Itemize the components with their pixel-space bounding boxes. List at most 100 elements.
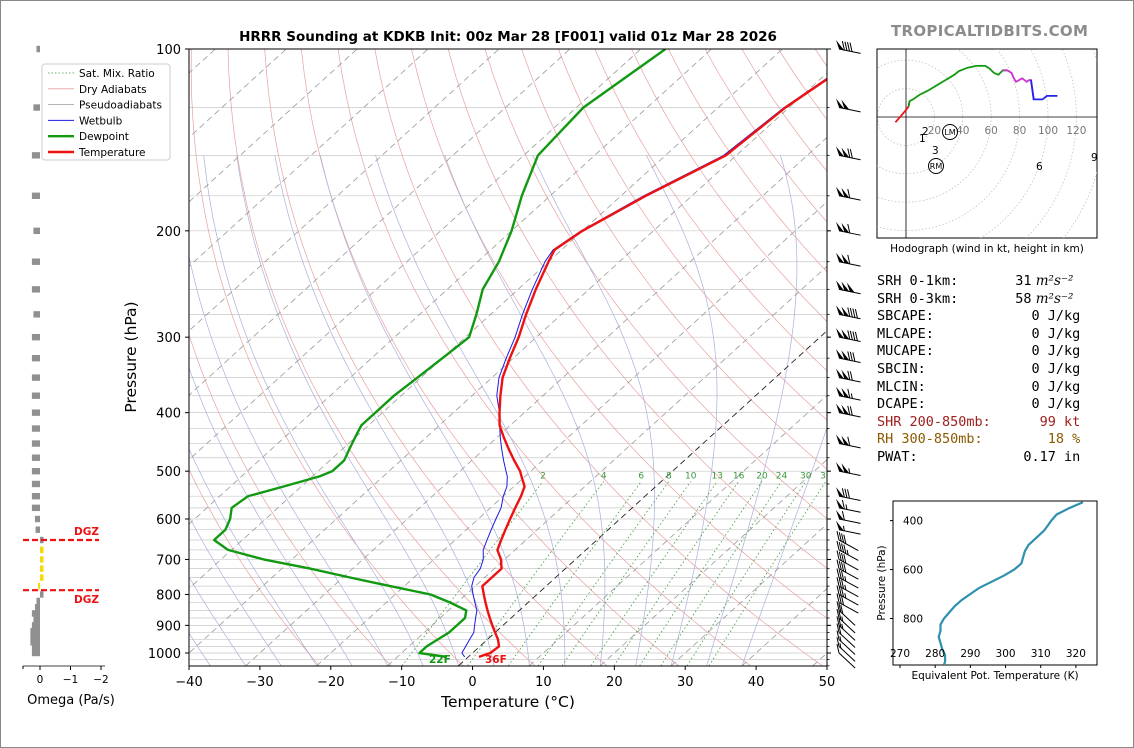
wind-barb-staff <box>838 585 859 598</box>
x-tick-label: 0 <box>468 675 476 690</box>
wind-barb <box>836 577 859 598</box>
wind-barb-full <box>836 601 840 611</box>
wind-barb-full <box>841 510 845 521</box>
omega-bar <box>33 616 40 623</box>
mixing-ratio-label: 4 <box>601 471 607 481</box>
index-label: RH 300-850mb: <box>877 431 983 448</box>
pseudoadiabat-line <box>189 447 317 666</box>
isotherm-line <box>189 49 358 203</box>
wind-barb-flag <box>836 252 844 263</box>
chart-title: HRRR Sounding at KDKB Init: 00z Mar 28 [… <box>239 29 777 45</box>
wind-barb-full <box>836 577 840 587</box>
wind-barb-full <box>847 188 851 199</box>
hodograph-height-label: 6 <box>1036 161 1043 173</box>
x-tick-label: −20 <box>317 675 344 690</box>
isotherm-line <box>529 394 827 666</box>
wind-barb <box>836 368 861 383</box>
wind-barb <box>836 98 861 113</box>
wind-barb-flag <box>836 462 844 473</box>
x-tick-label: −40 <box>175 675 202 690</box>
omega-bar <box>30 639 40 646</box>
mixing-ratio-line <box>590 481 718 666</box>
wind-barb-full <box>838 569 842 579</box>
index-row: SRH 0-3km: 58 m²s⁻² <box>877 291 1073 307</box>
wind-barb-full <box>838 618 842 628</box>
wind-barb-full <box>849 406 853 416</box>
wind-barb-half <box>844 576 847 582</box>
hodograph-frame <box>876 48 1098 239</box>
wind-barb-full <box>838 542 842 552</box>
wind-barb-full <box>847 388 851 399</box>
dgz-label: DGZ <box>74 594 99 606</box>
index-label: SRH 0-1km: <box>877 273 959 289</box>
legend-label: Wetbulb <box>79 115 123 127</box>
pseudoadiabat-line <box>706 155 798 666</box>
omega-bar <box>35 526 40 533</box>
wind-barb-full <box>846 489 850 499</box>
omega-x-tick-label: −2 <box>93 674 108 686</box>
dry-adiabat-line <box>521 49 827 470</box>
wind-barb-full <box>841 570 845 581</box>
mixing-ratio-label: 36 <box>820 471 832 481</box>
wind-barb <box>836 608 856 634</box>
wind-barb-half <box>839 636 842 642</box>
wind-barb-flag <box>836 386 844 397</box>
wind-barb-full <box>836 593 840 603</box>
wind-barb-full <box>849 148 853 159</box>
wind-barb-half <box>848 468 851 474</box>
isotherm-line <box>189 49 712 525</box>
wind-barb-staff <box>838 645 856 662</box>
mixing-ratio-label: 24 <box>776 471 788 481</box>
omega-bar <box>31 354 40 362</box>
y-tick-label: 100 <box>156 43 181 58</box>
theta-e-plot <box>937 501 1084 665</box>
index-label: SBCIN: <box>877 361 926 377</box>
index-label: SRH 0-3km: <box>877 290 959 307</box>
hodograph-ring-label: 20 <box>928 125 941 137</box>
pseudoadiabat-line <box>189 366 353 666</box>
wind-barb <box>836 328 861 343</box>
pseudoadiabat-line <box>274 155 495 666</box>
wind-barb-flag <box>836 40 844 50</box>
wind-barb-flag <box>841 281 850 292</box>
wind-barb <box>836 487 861 502</box>
wind-barb-full <box>847 436 851 446</box>
wind-barb <box>836 630 856 655</box>
wind-barb-staff <box>838 624 856 641</box>
mixing-ratio-line <box>401 481 544 666</box>
omega-bar <box>40 574 44 581</box>
wind-barb-staff <box>838 495 861 502</box>
wind-barb-flag <box>836 349 844 360</box>
dewpoint-line <box>212 49 667 659</box>
wind-barb-full <box>847 405 851 415</box>
wind-barb <box>836 637 856 662</box>
dry-adiabat-line <box>447 49 827 569</box>
brand-watermark: TROPICALTIDBITS.COM <box>891 22 1089 40</box>
isotherm-line <box>189 49 571 396</box>
hodograph-ring-label: 60 <box>985 125 998 137</box>
legend-label: Dry Adiabats <box>79 84 147 96</box>
theta-e-y-tick-label: 600 <box>903 565 923 577</box>
index-row: SBCAPE: 0 J/kg <box>877 308 1080 324</box>
wind-barb-staff <box>838 48 861 54</box>
hodograph-ring-label: 120 <box>1066 125 1086 137</box>
x-tick-label: 10 <box>535 675 552 690</box>
theta-e-x-tick-label: 320 <box>1066 648 1086 660</box>
omega-bar <box>31 492 40 500</box>
y-tick-label: 1000 <box>148 647 181 662</box>
index-value: 0 J/kg <box>1031 308 1081 325</box>
wind-barb-full <box>843 544 847 554</box>
isotherm-line <box>189 72 827 654</box>
wind-barb-staff <box>838 559 859 571</box>
wind-barb-flag <box>836 221 844 232</box>
hodograph-height-label: 1 <box>919 133 926 145</box>
mixing-ratio-label: 2 <box>540 471 546 481</box>
theta-e-x-tick-label: 310 <box>1031 648 1051 660</box>
wind-barb-flag <box>841 350 850 361</box>
dry-adiabat-line <box>189 333 392 666</box>
wind-barb-flag <box>836 487 844 498</box>
index-row: MLCAPE: 0 J/kg <box>877 326 1080 342</box>
wind-barb-full <box>841 579 845 589</box>
pseudoadiabat-line <box>189 576 247 666</box>
wind-barb-flag <box>841 222 850 233</box>
